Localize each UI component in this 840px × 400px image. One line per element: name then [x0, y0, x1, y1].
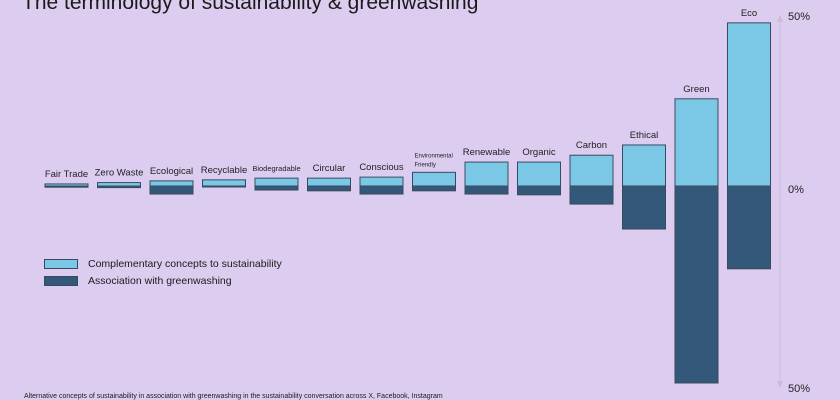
- legend-item-greenwashing: Association with greenwashing: [44, 275, 232, 287]
- axis-label-zero: 0%: [788, 184, 804, 196]
- axis-arrow-up-icon: [777, 15, 783, 22]
- bar-complementary: [674, 98, 719, 187]
- bar-greenwashing: [517, 185, 561, 196]
- bar-greenwashing: [622, 185, 666, 230]
- axis-label-bottom: 50%: [788, 383, 810, 395]
- bar-greenwashing: [464, 185, 509, 195]
- bar-greenwashing: [307, 185, 351, 192]
- bar-greenwashing: [254, 185, 299, 191]
- bar-complementary: [307, 177, 351, 187]
- category-label: Carbon: [576, 140, 607, 151]
- chart-title: The terminology of sustainability & gree…: [22, 0, 479, 14]
- bar-complementary: [149, 180, 194, 187]
- legend-swatch-greenwashing: [44, 276, 78, 286]
- category-label: Ecological: [150, 166, 193, 177]
- category-label: Eco: [741, 8, 757, 19]
- footer-note: Alternative concepts of sustainability i…: [24, 393, 443, 400]
- bar-complementary: [97, 182, 141, 187]
- bar-complementary: [254, 177, 299, 187]
- axis-label-top: 50%: [788, 11, 810, 23]
- category-label: Renewable: [463, 147, 511, 158]
- bar-greenwashing: [149, 185, 194, 195]
- bar-complementary: [569, 154, 614, 187]
- legend-label-complementary: Complementary concepts to sustainability: [88, 258, 282, 270]
- category-label: Green: [683, 84, 709, 95]
- legend-swatch-complementary: [44, 259, 78, 269]
- legend-item-complementary: Complementary concepts to sustainability: [44, 258, 282, 270]
- bar-complementary: [202, 179, 246, 187]
- category-label: Circular: [313, 163, 346, 174]
- category-label: Conscious: [359, 162, 404, 173]
- bar-complementary: [359, 176, 404, 187]
- bar-greenwashing: [674, 185, 719, 384]
- bar-complementary: [44, 183, 89, 187]
- bar-complementary: [727, 22, 771, 187]
- category-label: Fair Trade: [45, 169, 88, 180]
- axis-arrow-down-icon: [777, 381, 783, 388]
- bar-complementary: [412, 171, 456, 187]
- bar-complementary: [517, 161, 561, 187]
- category-label: Biodegradable: [252, 164, 300, 173]
- category-label: Environmental Friendly: [415, 153, 453, 168]
- bar-greenwashing: [412, 185, 456, 192]
- category-label: Recyclable: [201, 165, 247, 176]
- bar-greenwashing: [569, 185, 614, 205]
- bar-greenwashing: [727, 185, 771, 270]
- category-label: Zero Waste: [95, 168, 144, 179]
- bar-complementary: [622, 144, 666, 187]
- bar-greenwashing: [359, 185, 404, 195]
- legend-label-greenwashing: Association with greenwashing: [88, 275, 232, 287]
- bar-complementary: [464, 161, 509, 187]
- category-label: Ethical: [630, 130, 659, 141]
- category-label: Organic: [522, 147, 556, 158]
